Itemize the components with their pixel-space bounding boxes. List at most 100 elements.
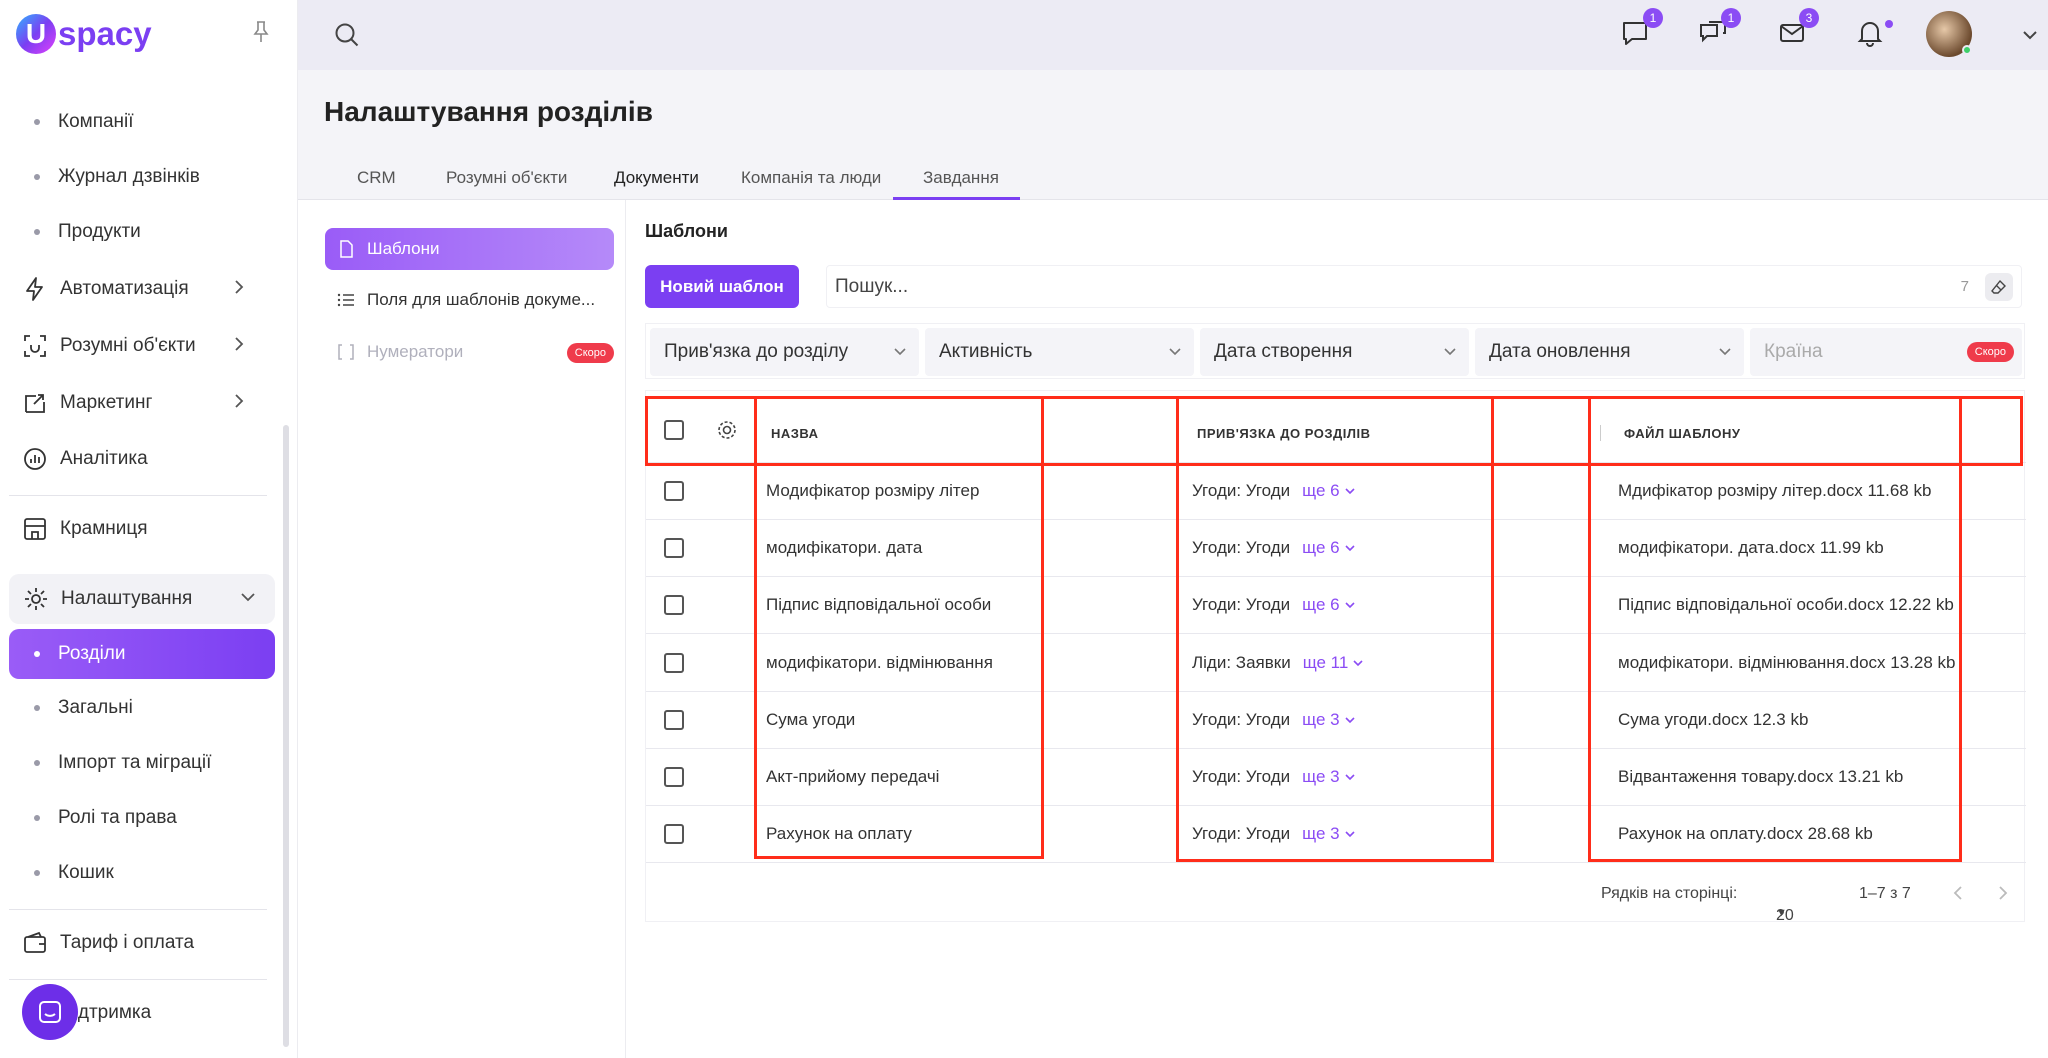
filters-row: Прив'язка до розділу Активність Дата ств… (645, 323, 2025, 379)
sidebar-item-trash[interactable]: Кошик (0, 848, 290, 898)
search-icon[interactable] (334, 22, 360, 48)
cell-name[interactable]: модифікатори. дата (766, 538, 923, 558)
tab-smart-objects[interactable]: Розумні об'єкти (446, 168, 568, 187)
cell-file[interactable]: Сума угоди.docx 12.3 kb (1618, 709, 1809, 729)
chevron-down-icon[interactable] (2022, 28, 2038, 42)
row-checkbox[interactable] (664, 481, 684, 501)
cell-name[interactable]: Підпис відповідальної особи (766, 595, 992, 615)
sidebar-item-label: Кошик (58, 862, 114, 883)
new-template-button[interactable]: Новий шаблон (645, 265, 799, 308)
filter-activity[interactable]: Активність (925, 328, 1194, 376)
tab-tasks[interactable]: Завдання (923, 168, 999, 187)
binding-text: Угоди: Угоди (1192, 538, 1291, 558)
select-all-checkbox[interactable] (664, 420, 684, 440)
row-checkbox[interactable] (664, 709, 684, 730)
next-page-icon[interactable] (1996, 885, 2010, 901)
show-more-link[interactable]: ще 3 (1302, 824, 1355, 844)
sidebar-item-call-log[interactable]: Журнал дзвінків (0, 152, 290, 202)
sidebar-item-companies[interactable]: Компанії (0, 97, 290, 147)
table-row[interactable]: модифікатори. відмінювання Ліди: Заявки ще… (646, 635, 2026, 692)
column-header-file[interactable]: ФАЙЛ ШАБЛОНУ (1624, 426, 1741, 441)
bullet-icon (34, 229, 40, 235)
comments-icon[interactable] (1698, 18, 1728, 48)
mail-icon[interactable] (1777, 18, 1807, 48)
column-header-binding[interactable]: ПРИВ'ЯЗКА ДО РОЗДІЛІВ (1197, 426, 1371, 441)
table-row[interactable]: модифікатори. дата Угоди: Угоди ще 6 модифі… (646, 520, 2026, 578)
sidebar-item-store[interactable]: Крамниця (0, 504, 290, 554)
show-more-link[interactable]: ще 6 (1302, 481, 1355, 501)
templates-table: НАЗВА ПРИВ'ЯЗКА ДО РОЗДІЛІВ ФАЙЛ ШАБЛОНУ… (645, 390, 2026, 924)
sidebar-item-smart-objects[interactable]: Розумні об'єкти (0, 321, 290, 371)
table-row[interactable]: Підпис відповідальної особи Угоди: Угоди щ… (646, 577, 2026, 635)
bullet-icon (34, 174, 40, 180)
bullet-icon (34, 760, 40, 766)
sidebar-item-products[interactable]: Продукти (0, 207, 290, 257)
row-checkbox[interactable] (664, 538, 684, 559)
sidebar-item-billing[interactable]: Тариф і оплата (0, 918, 290, 968)
sidebar-item-analytics[interactable]: Аналітика (0, 434, 290, 484)
support-chat-button[interactable] (22, 984, 78, 1040)
filter-created-date[interactable]: Дата створення (1200, 328, 1469, 376)
documents-subnav: Шаблони Поля для шаблонів докуме... Нуме… (298, 200, 626, 1058)
table-row[interactable]: Рахунок на оплату Угоди: Угоди ще 3 Рахунок… (646, 806, 2026, 864)
clear-search-button[interactable] (1985, 273, 2013, 301)
sidebar-scrollbar[interactable] (283, 425, 289, 1047)
cell-name[interactable]: Модифікатор розміру літер (766, 481, 980, 500)
sidebar-item-import[interactable]: Імпорт та міграції (0, 738, 290, 788)
sidebar-item-sections[interactable]: Розділи (9, 629, 275, 679)
row-checkbox[interactable] (664, 595, 684, 616)
bell-icon[interactable] (1855, 18, 1885, 48)
row-checkbox[interactable] (664, 652, 684, 673)
app-logo[interactable]: U spacy (16, 14, 152, 54)
show-more-link[interactable]: ще 11 (1303, 653, 1365, 673)
cell-file[interactable]: Мдифікатор розміру літер.docx 11.68 kb (1618, 481, 1932, 500)
row-checkbox[interactable] (664, 767, 684, 787)
cell-name[interactable]: Рахунок на оплату (766, 824, 912, 844)
tab-company-people[interactable]: Компанія та люди (741, 168, 882, 187)
column-header-name[interactable]: НАЗВА (771, 426, 819, 441)
table-row[interactable]: Акт-прийому передачі Угоди: Угоди ще 3 Відв… (646, 749, 2026, 806)
sidebar-item-label: Імпорт та міграції (58, 752, 212, 773)
show-more-link[interactable]: ще 3 (1302, 710, 1355, 730)
cell-file[interactable]: модифікатори. дата.docx 11.99 kb (1618, 538, 1884, 558)
show-more-link[interactable]: ще 3 (1302, 767, 1355, 787)
topbar: 1 1 3 (298, 0, 2048, 70)
sidebar-item-marketing[interactable]: Маркетинг (0, 378, 290, 428)
pin-icon[interactable] (252, 20, 270, 44)
notification-dot (1885, 20, 1893, 28)
cell-binding: Угоди: Угоди ще 3 (1192, 824, 1356, 844)
search-input[interactable] (835, 274, 1835, 300)
table-row[interactable]: Сума угоди Угоди: Угоди ще 3 Сума угоди.doc… (646, 692, 2026, 749)
cell-name[interactable]: Сума угоди (766, 709, 856, 729)
row-checkbox[interactable] (664, 824, 684, 845)
cell-name[interactable]: Акт-прийому передачі (766, 767, 940, 786)
cell-file[interactable]: модифікатори. відмінювання.docx 13.28 kb (1618, 652, 1956, 672)
table-row[interactable]: Модифікатор розміру літер Угоди: Угоди ще … (646, 463, 2026, 520)
cell-file[interactable]: Рахунок на оплату.docx 28.68 kb (1618, 824, 1873, 844)
cell-file[interactable]: Відвантаження товару.docx 13.21 kb (1618, 767, 1904, 786)
tab-documents[interactable]: Документи (614, 168, 699, 187)
prev-page-icon[interactable] (1951, 885, 1965, 901)
logo-text: spacy (58, 15, 152, 52)
bullet-icon (34, 815, 40, 821)
subnav-item-template-fields[interactable]: Поля для шаблонів докуме... (325, 279, 614, 321)
highlight-binding-column (1176, 396, 1494, 862)
section-tabs: CRM Розумні об'єкти Документи Компанія т… (298, 158, 2048, 200)
more-count: ще 3 (1302, 824, 1340, 844)
sidebar-item-settings[interactable]: Налаштування (9, 574, 275, 624)
show-more-link[interactable]: ще 6 (1302, 595, 1355, 615)
gear-icon[interactable] (716, 419, 738, 441)
cell-file[interactable]: Підпис відповідальної особи.docx 12.22 k… (1618, 595, 1954, 615)
cell-name[interactable]: модифікатори. відмінювання (766, 652, 993, 672)
filter-updated-date[interactable]: Дата оновлення (1475, 328, 1744, 376)
page-title: Налаштування розділів (324, 96, 653, 127)
sidebar-item-automation[interactable]: Автоматизація (0, 264, 290, 314)
more-count: ще 3 (1302, 709, 1340, 729)
sidebar-item-roles[interactable]: Ролі та права (0, 793, 290, 843)
filter-section-binding[interactable]: Прив'язка до розділу (650, 328, 919, 376)
show-more-link[interactable]: ще 6 (1302, 538, 1355, 558)
tab-crm[interactable]: CRM (357, 168, 396, 187)
subnav-item-templates[interactable]: Шаблони (325, 228, 614, 270)
sidebar-item-general[interactable]: Загальні (0, 683, 290, 733)
sidebar-divider (9, 979, 267, 980)
